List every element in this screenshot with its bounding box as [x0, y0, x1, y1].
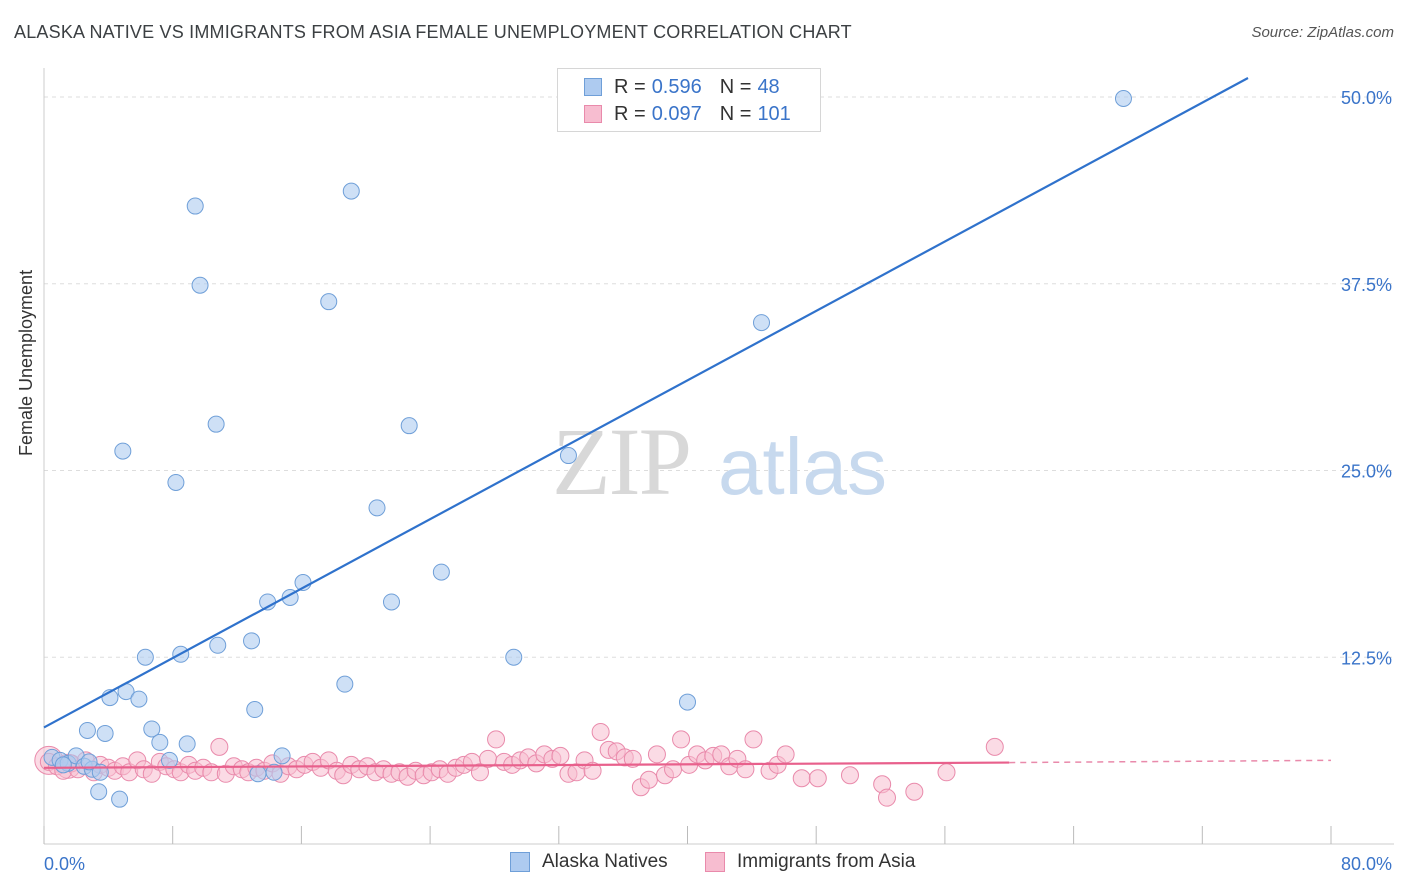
- point-immigrants-from-asia: [470, 763, 489, 782]
- point-immigrants-from-asia: [647, 745, 666, 764]
- legend-n-value: 101: [757, 102, 791, 125]
- point-immigrants-from-asia: [985, 737, 1004, 756]
- gridlines: [44, 96, 1394, 658]
- point-alaska-natives: [78, 721, 96, 739]
- point-alaska-natives: [186, 197, 204, 215]
- point-immigrants-from-asia: [840, 766, 859, 785]
- point-alaska-natives: [143, 720, 161, 738]
- watermark: ZIP atlas: [552, 408, 887, 515]
- legend-n-label: N =: [719, 102, 752, 125]
- correlation-legend: R = 0.596 N = 48 R = 0.097 N = 101: [557, 68, 821, 132]
- point-alaska-natives: [1114, 89, 1132, 107]
- point-alaska-natives: [167, 473, 185, 491]
- series-label-alaska-natives: Alaska Natives: [542, 851, 668, 872]
- point-alaska-natives: [273, 747, 291, 765]
- point-alaska-natives: [178, 735, 196, 753]
- point-immigrants-from-asia: [877, 788, 896, 807]
- x-tick-label-min: 0.0%: [44, 854, 85, 874]
- legend-row-immigrants-from-asia: R = 0.097 N = 101: [584, 101, 791, 127]
- point-alaska-natives: [400, 417, 418, 435]
- legend-r-label: R =: [614, 75, 646, 98]
- point-immigrants-from-asia: [937, 763, 956, 782]
- legend-swatch-blue: [584, 78, 602, 96]
- trend-line-immigrants-from-asia: [43, 761, 1010, 769]
- point-alaska-natives: [753, 314, 771, 332]
- point-alaska-natives: [54, 756, 72, 774]
- point-alaska-natives: [246, 701, 264, 719]
- chart-title: ALASKA NATIVE VS IMMIGRANTS FROM ASIA FE…: [14, 22, 852, 42]
- point-alaska-natives: [249, 765, 267, 783]
- point-alaska-natives: [114, 442, 132, 460]
- point-immigrants-from-asia: [551, 746, 570, 765]
- trend-line-immigrants-from-asia-extrapolated: [1009, 759, 1332, 764]
- legend-swatch-pink: [584, 105, 602, 123]
- point-alaska-natives: [96, 724, 114, 742]
- y-axis-label: Female Unemployment: [16, 269, 36, 456]
- series-label-immigrants-from-asia: Immigrants from Asia: [737, 851, 916, 872]
- point-immigrants-from-asia: [623, 749, 642, 768]
- legend-r-value: 0.596: [651, 75, 702, 98]
- point-alaska-natives: [382, 593, 400, 611]
- legend-r-label: R =: [614, 102, 646, 125]
- point-immigrants-from-asia: [744, 730, 763, 749]
- point-immigrants-from-asia: [583, 761, 602, 780]
- point-alaska-natives: [111, 790, 129, 808]
- point-immigrants-from-asia: [639, 770, 658, 789]
- point-alaska-natives: [130, 690, 148, 708]
- legend-row-alaska-natives: R = 0.596 N = 48: [584, 74, 780, 100]
- source-attribution: Source: ZipAtlas.com: [1251, 24, 1394, 41]
- series-swatch-pink: [705, 852, 725, 872]
- point-alaska-natives: [342, 182, 360, 200]
- point-immigrants-from-asia: [210, 737, 229, 756]
- point-immigrants-from-asia: [905, 782, 924, 801]
- legend-r-value: 0.097: [651, 102, 702, 125]
- y-tick-label: 37.5%: [1341, 275, 1392, 295]
- point-alaska-natives: [209, 636, 227, 654]
- tick-labels: 12.5% 25.0% 37.5% 50.0% 0.0% 80.0%: [44, 88, 1392, 874]
- point-alaska-natives: [368, 499, 386, 517]
- point-alaska-natives: [151, 733, 169, 751]
- point-alaska-natives: [191, 276, 209, 294]
- series-legend-immigrants-from-asia[interactable]: Immigrants from Asia: [705, 851, 915, 873]
- y-tick-label: 50.0%: [1341, 88, 1392, 108]
- point-alaska-natives: [679, 693, 696, 711]
- point-alaska-natives: [432, 563, 450, 581]
- point-immigrants-from-asia: [792, 769, 811, 788]
- x-tick-label-max: 80.0%: [1341, 854, 1392, 874]
- point-alaska-natives: [265, 763, 283, 781]
- series-legend: Alaska Natives Immigrants from Asia: [0, 851, 1406, 877]
- point-alaska-natives: [505, 648, 523, 666]
- watermark-atlas: atlas: [718, 422, 887, 511]
- point-alaska-natives: [80, 753, 98, 771]
- point-alaska-natives: [90, 783, 108, 801]
- point-alaska-natives: [207, 415, 225, 433]
- y-tick-label: 12.5%: [1341, 648, 1392, 668]
- trend-line-alaska-natives: [43, 77, 1249, 729]
- legend-n-label: N =: [719, 75, 752, 98]
- series-legend-alaska-natives[interactable]: Alaska Natives: [510, 851, 668, 873]
- series-swatch-blue: [510, 852, 530, 872]
- legend-n-value: 48: [757, 75, 780, 98]
- point-alaska-natives: [559, 447, 577, 465]
- point-alaska-natives: [136, 648, 154, 666]
- point-immigrants-from-asia: [591, 722, 610, 741]
- point-immigrants-from-asia: [776, 745, 795, 764]
- point-immigrants-from-asia: [672, 730, 691, 749]
- watermark-zip: ZIP: [552, 408, 690, 515]
- point-alaska-natives: [243, 632, 261, 650]
- point-alaska-natives: [336, 675, 354, 693]
- point-immigrants-from-asia: [808, 769, 827, 788]
- point-alaska-natives: [160, 751, 178, 769]
- y-tick-label: 25.0%: [1341, 462, 1392, 482]
- trend-lines: [43, 77, 1332, 769]
- point-immigrants-from-asia: [487, 730, 506, 749]
- point-alaska-natives: [320, 293, 338, 311]
- axes: [43, 68, 1394, 845]
